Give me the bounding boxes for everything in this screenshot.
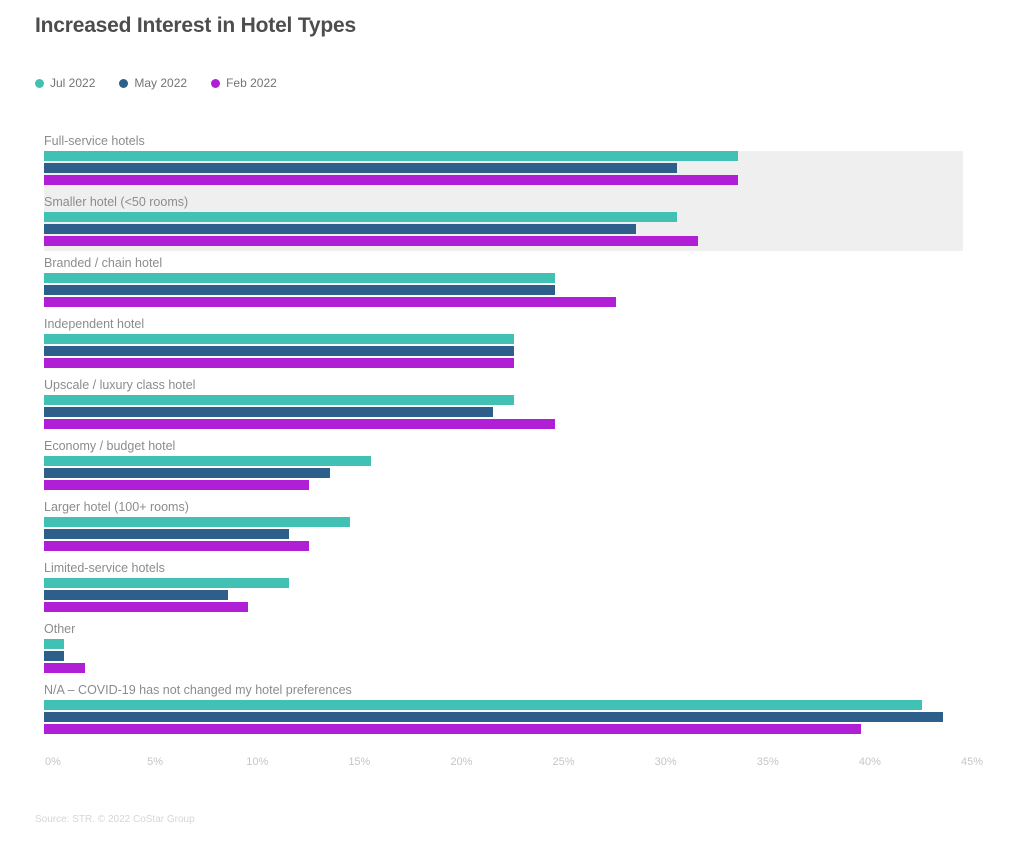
bar-feb-2022	[44, 602, 249, 612]
bar-feb-2022	[44, 541, 310, 551]
bar-group-full-service-hotels: Full-service hotels	[44, 134, 963, 195]
axis-tick-label: 30%	[654, 756, 677, 768]
category-label: Other	[44, 622, 76, 636]
legend-item-jul-2022: Jul 2022	[35, 76, 95, 90]
source-attribution: Source: STR. © 2022 CoStar Group	[35, 814, 195, 825]
bar-feb-2022	[44, 236, 698, 246]
bar-may-2022	[44, 712, 943, 722]
category-label: Independent hotel	[44, 317, 145, 331]
bar-feb-2022	[44, 175, 739, 185]
category-label: Full-service hotels	[44, 134, 145, 148]
bar-jul-2022	[44, 456, 371, 466]
bar-jul-2022	[44, 151, 739, 161]
bar-group-other: Other	[44, 622, 963, 683]
bar-jul-2022	[44, 517, 351, 527]
category-label: Smaller hotel (<50 rooms)	[44, 195, 189, 209]
bar-jul-2022	[44, 639, 65, 649]
chart-card: Increased Interest in Hotel Types Jul 20…	[35, 14, 989, 825]
axis-tick-label: 10%	[246, 756, 269, 768]
bar-group-limited-service-hotels: Limited-service hotels	[44, 561, 963, 622]
bar-may-2022	[44, 651, 65, 661]
chart-area: Full-service hotels Smaller hotel (<50 ro…	[44, 134, 989, 770]
axis-tick-label: 0%	[45, 756, 61, 768]
category-label: Larger hotel (100+ rooms)	[44, 500, 189, 514]
bar-feb-2022	[44, 419, 555, 429]
axis-tick-label: 25%	[552, 756, 575, 768]
bar-jul-2022	[44, 578, 290, 588]
category-label: Upscale / luxury class hotel	[44, 378, 196, 392]
legend-item-may-2022: May 2022	[119, 76, 187, 90]
bar-feb-2022	[44, 480, 310, 490]
bar-group-upscale-luxury-class-hotel: Upscale / luxury class hotel	[44, 378, 963, 439]
bar-jul-2022	[44, 273, 555, 283]
bar-feb-2022	[44, 358, 514, 368]
bar-group-branded-chain-hotel: Branded / chain hotel	[44, 256, 963, 317]
bar-jul-2022	[44, 395, 514, 405]
bar-feb-2022	[44, 724, 861, 734]
legend-label: Feb 2022	[226, 76, 277, 90]
legend-dot-icon	[119, 78, 129, 88]
bar-feb-2022	[44, 663, 85, 673]
bar-may-2022	[44, 590, 228, 600]
chart-title: Increased Interest in Hotel Types	[35, 14, 356, 37]
legend-dot-icon	[211, 78, 221, 88]
bar-jul-2022	[44, 700, 923, 710]
axis-tick-label: 15%	[348, 756, 371, 768]
bar-group-independent-hotel: Independent hotel	[44, 317, 963, 378]
bar-group-smaller-hotel-50-rooms: Smaller hotel (<50 rooms)	[44, 195, 963, 256]
bar-may-2022	[44, 468, 330, 478]
legend-label: Jul 2022	[50, 76, 96, 90]
bar-feb-2022	[44, 297, 616, 307]
bar-may-2022	[44, 529, 290, 539]
bar-group-economy-budget-hotel: Economy / budget hotel	[44, 439, 963, 500]
bar-jul-2022	[44, 334, 514, 344]
legend: Jul 2022 May 2022 Feb 2022	[35, 76, 989, 90]
bar-may-2022	[44, 346, 514, 356]
axis-tick-label: 40%	[858, 756, 881, 768]
bar-may-2022	[44, 163, 678, 173]
category-label: N/A – COVID-19 has not changed my hotel …	[44, 683, 352, 697]
bar-may-2022	[44, 285, 555, 295]
x-axis: 0% 5% 10% 15% 20% 25% 30% 35% 40% 45%	[45, 756, 983, 770]
bar-may-2022	[44, 407, 494, 417]
category-label: Limited-service hotels	[44, 561, 165, 575]
legend-item-feb-2022: Feb 2022	[211, 76, 277, 90]
category-label: Branded / chain hotel	[44, 256, 163, 270]
bar-group-larger-hotel-100-rooms: Larger hotel (100+ rooms)	[44, 500, 963, 561]
axis-tick-label: 5%	[147, 756, 164, 768]
legend-label: May 2022	[134, 76, 188, 90]
bar-may-2022	[44, 224, 637, 234]
axis-tick-label: 20%	[450, 756, 473, 768]
chart-rows: Full-service hotels Smaller hotel (<50 ro…	[44, 134, 963, 744]
axis-tick-label: 45%	[960, 756, 984, 768]
bar-group-n-a-covid-19-has-not-changed-my-hotel-preferences: N/A – COVID-19 has not changed my hotel …	[44, 683, 963, 744]
bar-jul-2022	[44, 212, 678, 222]
axis-tick-label: 35%	[756, 756, 779, 768]
legend-dot-icon	[35, 78, 44, 88]
category-label: Economy / budget hotel	[44, 439, 176, 453]
